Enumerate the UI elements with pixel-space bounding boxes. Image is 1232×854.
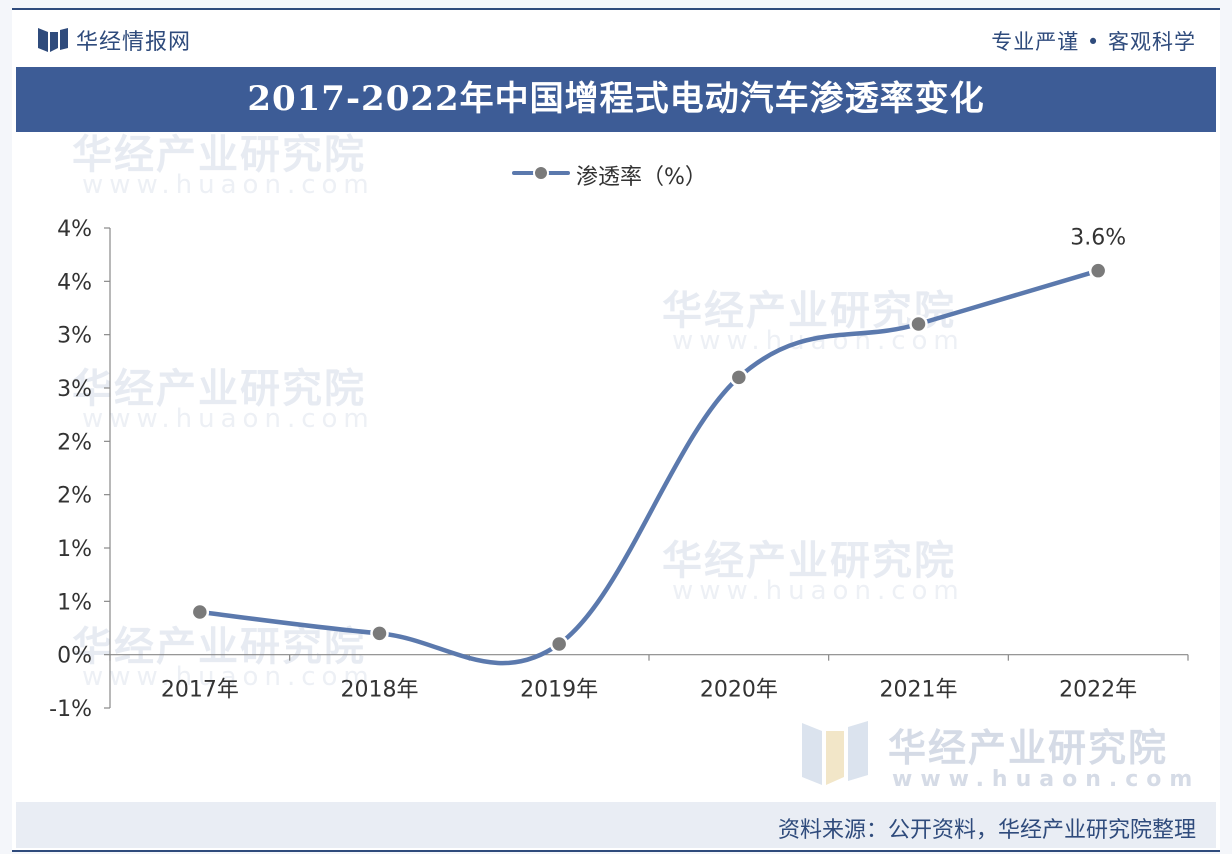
data-point xyxy=(909,314,928,334)
y-tick-label: 4% xyxy=(57,270,92,295)
corner-brand-name: 华经产业研究院 xyxy=(888,726,1169,770)
watermark-url: www.huaon.com xyxy=(82,662,375,692)
y-tick-label: 4% xyxy=(57,217,92,242)
chart-title: 2017-2022年中国增程式电动汽车渗透率变化 xyxy=(247,79,985,119)
y-tick-label: 1% xyxy=(57,537,92,562)
x-tick-label: 2019年 xyxy=(520,678,598,703)
watermark-text: 华经产业研究院 xyxy=(72,624,366,670)
brand-name: 华经情报网 xyxy=(76,30,192,55)
y-tick-label: -1% xyxy=(49,697,92,722)
huajing-logo-icon xyxy=(38,28,68,52)
watermark-text: 华经产业研究院 xyxy=(72,366,366,412)
data-point xyxy=(370,624,389,643)
legend-label: 渗透率（%） xyxy=(576,165,707,190)
data-point xyxy=(549,634,569,654)
y-tick-label: 1% xyxy=(57,590,92,615)
series-line xyxy=(197,268,1101,666)
data-point xyxy=(729,368,749,387)
data-point xyxy=(1088,261,1108,280)
x-tick-label: 2022年 xyxy=(1059,678,1137,703)
corner-brand: 华经产业研究院 www.huaon.com xyxy=(802,715,1192,795)
watermark-url: www.huaon.com xyxy=(672,576,965,606)
y-tick-label: 2% xyxy=(57,430,92,455)
watermark-url: www.huaon.com xyxy=(82,170,375,200)
watermark-text: 华经产业研究院 xyxy=(72,132,366,178)
chart-frame: 华经情报网 专业严谨 • 客观科学 2017-2022年中国增程式电动汽车渗透率… xyxy=(12,8,1220,852)
watermark-url: www.huaon.com xyxy=(82,404,375,434)
y-tick-label: 0% xyxy=(57,644,92,669)
x-tick-label: 2018年 xyxy=(341,678,419,703)
legend-line-marker-icon xyxy=(512,165,570,181)
title-band: 2017-2022年中国增程式电动汽车渗透率变化 xyxy=(16,67,1216,132)
huajing-logo-icon xyxy=(802,721,868,785)
y-tick-label: 3% xyxy=(57,377,92,402)
source-band: 资料来源：公开资料，华经产业研究院整理 xyxy=(16,802,1216,848)
x-tick-label: 2020年 xyxy=(700,678,778,703)
data-point xyxy=(190,602,210,622)
watermark-text: 华经产业研究院 xyxy=(662,538,956,584)
y-tick-label: 2% xyxy=(57,484,92,509)
slogan: 专业严谨 • 客观科学 xyxy=(991,30,1196,54)
x-tick-label: 2021年 xyxy=(880,678,958,703)
source-note: 资料来源：公开资料，华经产业研究院整理 xyxy=(777,818,1196,843)
line-chart: -1% 0% 1% 1% 2% 2% 3% 3% 4% 4% 2017年 2018年 2019年 2020… xyxy=(49,217,1189,722)
watermark-url: www.huaon.com xyxy=(672,326,965,356)
y-tick-label: 3% xyxy=(57,324,92,349)
corner-brand-url: www.huaon.com xyxy=(892,767,1201,792)
header-bar: 华经情报网 专业严谨 • 客观科学 xyxy=(12,10,1220,64)
data-label: 3.6% xyxy=(1070,226,1126,251)
x-tick-label: 2017年 xyxy=(161,678,239,703)
